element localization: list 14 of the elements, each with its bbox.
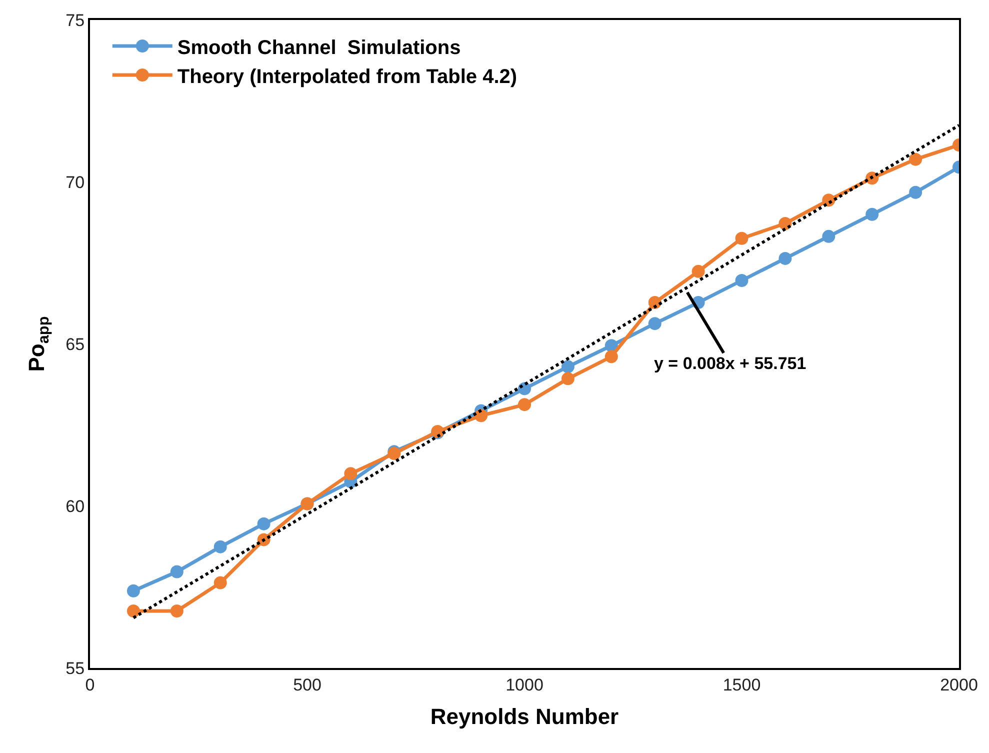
x-tick-label: 0 [85, 675, 95, 694]
y-tick-label: 70 [66, 172, 85, 192]
y-tick-label: 55 [66, 658, 85, 678]
annotation: y = 0.008x + 55.751 [654, 354, 806, 373]
x-tick-label: 500 [293, 675, 322, 694]
y-tick-label: 60 [66, 496, 85, 516]
x-tick-label: 1000 [506, 675, 544, 694]
legend-label: Smooth Channel Simulations [177, 36, 461, 59]
x-axis-title: Reynolds Number [430, 704, 620, 729]
x-tick-label: 1500 [722, 675, 761, 694]
y-tick-label: 75 [66, 10, 85, 30]
x-tick-label: 2000 [940, 675, 978, 694]
legend-label: Theory (Interpolated from Table 4.2) [177, 66, 518, 88]
y-tick-label: 65 [66, 334, 85, 354]
